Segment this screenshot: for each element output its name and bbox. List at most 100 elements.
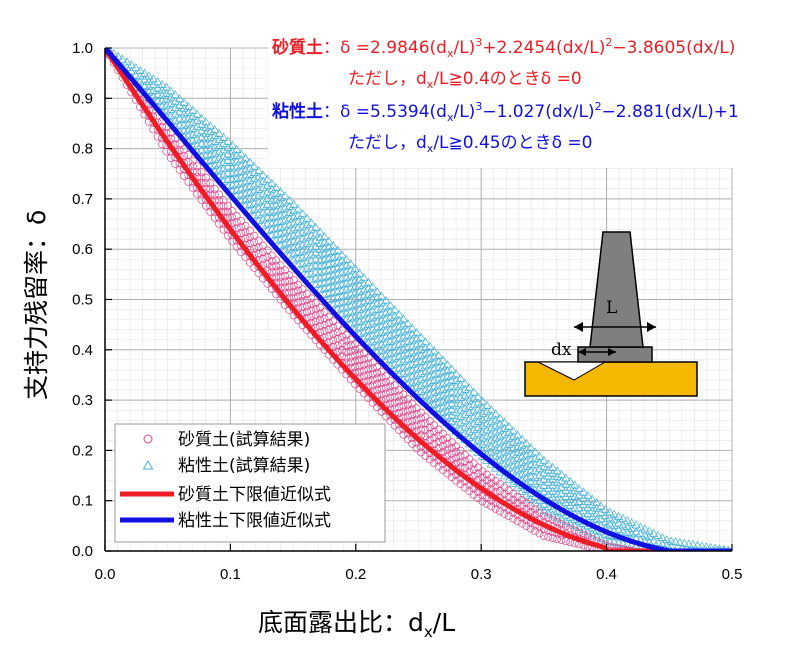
scatter-point-clay <box>240 159 251 168</box>
scatter-point-sandy <box>447 449 456 458</box>
scatter-point-sandy <box>201 173 210 182</box>
scatter-point-sandy <box>491 504 500 513</box>
scatter-point-clay <box>205 144 215 153</box>
scatter-point-clay <box>262 200 272 209</box>
scatter-point-clay <box>249 198 259 207</box>
scatter-point-sandy <box>197 195 206 204</box>
scatter-point-clay <box>381 302 391 311</box>
scatter-point-clay <box>236 149 246 158</box>
scatter-point-sandy <box>324 312 333 321</box>
scatter-point-clay <box>412 364 422 373</box>
scatter-point-clay <box>464 414 474 423</box>
scatter-point-sandy <box>162 147 171 156</box>
scatter-point-sandy <box>320 326 329 335</box>
scatter-point-clay <box>504 457 514 466</box>
scatter-point-clay <box>451 413 461 422</box>
scatter-point-sandy <box>215 196 224 205</box>
scatter-point-clay <box>495 413 505 422</box>
scatter-point-sandy <box>193 189 202 198</box>
scatter-point-sandy <box>307 306 316 315</box>
scatter-point-clay <box>363 307 373 316</box>
scatter-point-clay <box>460 384 470 393</box>
scatter-point-sandy <box>360 355 368 363</box>
scatter-point-clay <box>249 174 259 183</box>
scatter-point-clay <box>469 393 479 402</box>
scatter-point-sandy <box>324 338 333 346</box>
scatter-point-clay <box>394 339 404 348</box>
scatter-point-clay <box>412 352 422 361</box>
scatter-point-clay <box>477 402 488 411</box>
scatter-point-clay <box>504 463 514 472</box>
scatter-point-sandy <box>333 328 342 337</box>
scatter-point-sandy <box>531 505 540 514</box>
scatter-point-clay <box>306 230 316 239</box>
scatter-point-clay <box>254 209 264 218</box>
scatter-point-sandy <box>280 277 289 286</box>
scatter-point-clay <box>372 292 382 301</box>
scatter-point-clay <box>139 68 150 77</box>
scatter-point-clay <box>385 336 395 345</box>
scatter-point-clay <box>394 345 404 355</box>
scatter-point-clay <box>534 457 545 466</box>
scatter-point-sandy <box>228 237 237 246</box>
scatter-point-clay <box>530 466 540 475</box>
scatter-point-clay <box>464 420 474 429</box>
scatter-point-clay <box>306 224 316 233</box>
scatter-point-clay <box>267 184 277 193</box>
scatter-point-sandy <box>285 271 294 280</box>
scatter-point-sandy <box>245 239 254 248</box>
scatter-point-clay <box>262 187 272 196</box>
scatter-point-clay <box>284 219 294 228</box>
scatter-point-clay <box>508 449 518 458</box>
scatter-point-clay <box>398 314 409 323</box>
scatter-point-clay <box>390 347 400 356</box>
scatter-point-clay <box>425 395 435 404</box>
scatter-point-sandy <box>329 336 338 345</box>
scatter-point-clay <box>368 300 378 309</box>
scatter-point-clay <box>600 535 610 544</box>
scatter-point-clay <box>512 442 523 451</box>
scatter-point-clay <box>218 163 229 172</box>
scatter-point-clay <box>508 461 518 470</box>
scatter-point-clay <box>425 359 435 368</box>
scatter-point-sandy <box>513 498 522 507</box>
legend-label-sandy-fit: 砂質土下限値近似式 <box>178 485 331 505</box>
scatter-point-clay <box>293 210 303 219</box>
scatter-point-sandy <box>434 437 443 446</box>
scatter-point-clay <box>609 537 619 546</box>
scatter-point-clay <box>170 102 180 112</box>
scatter-point-clay <box>455 424 466 433</box>
y-tick-label: 0.2 <box>72 442 93 459</box>
scatter-point-sandy <box>430 440 439 449</box>
scatter-point-sandy <box>276 267 285 275</box>
scatter-point-clay <box>473 392 483 401</box>
scatter-point-sandy <box>425 417 434 425</box>
scatter-point-sandy <box>197 167 206 176</box>
scatter-point-clay <box>442 360 452 369</box>
scatter-point-sandy <box>386 417 395 425</box>
scatter-point-clay <box>148 74 158 83</box>
scatter-point-sandy <box>390 381 399 390</box>
scatter-point-clay <box>460 390 470 400</box>
scatter-point-sandy <box>184 177 193 186</box>
scatter-point-sandy <box>386 394 395 402</box>
scatter-point-sandy <box>351 345 360 354</box>
scatter-point-clay <box>596 507 606 516</box>
scatter-point-clay <box>284 213 294 222</box>
scatter-point-clay <box>350 306 360 315</box>
scatter-point-clay <box>512 482 523 491</box>
clay-condition-part-a: ただし，d <box>348 133 427 153</box>
scatter-point-sandy <box>232 218 241 227</box>
scatter-point-clay <box>258 170 268 179</box>
scatter-point-clay <box>249 186 259 195</box>
scatter-point-clay <box>433 350 444 359</box>
clay-condition-sub: x <box>427 142 434 155</box>
scatter-point-clay <box>398 344 409 353</box>
scatter-point-clay <box>262 180 272 189</box>
scatter-point-clay <box>311 260 321 269</box>
scatter-point-clay <box>192 134 202 143</box>
scatter-point-clay <box>183 101 193 110</box>
scatter-point-clay <box>271 182 281 191</box>
scatter-point-sandy <box>289 281 298 290</box>
scatter-point-clay <box>412 340 422 349</box>
